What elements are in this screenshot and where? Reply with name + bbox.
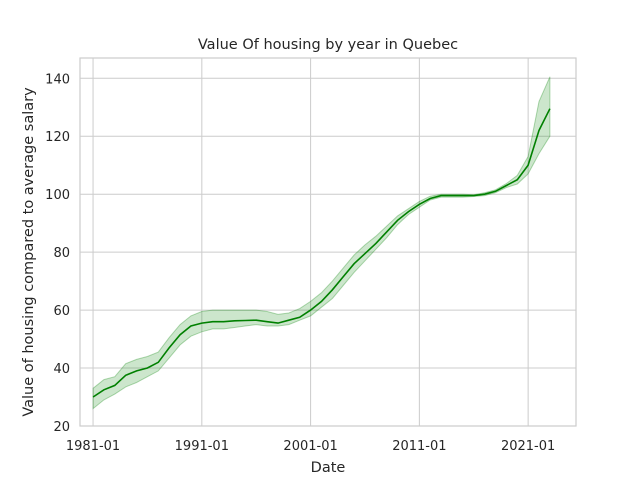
- confidence-band: [92, 76, 551, 410]
- y-axis-label: Value of housing compared to average sal…: [21, 87, 37, 417]
- y-tick-label-3: 80: [53, 246, 70, 261]
- plot-frame: [79, 57, 577, 427]
- x-tick-label-3: 2011-01: [392, 439, 446, 454]
- y-tick-label-5: 120: [45, 130, 70, 145]
- y-tick-label-1: 40: [53, 362, 70, 377]
- x-tick-label-2: 2001-01: [283, 439, 337, 454]
- y-tick-label-6: 140: [45, 72, 70, 87]
- y-tick-label-0: 20: [53, 420, 70, 435]
- x-tick-label-1: 1991-01: [175, 439, 229, 454]
- series-line: [92, 108, 551, 398]
- x-tick-label-4: 2021-01: [501, 439, 555, 454]
- chart-title: Value Of housing by year in Quebec: [198, 37, 458, 53]
- y-tick-label-4: 100: [45, 188, 70, 203]
- x-tick-label-0: 1981-01: [66, 439, 120, 454]
- x-tick-labels: 1981-01 1991-01 2001-01 2011-01 2021-01: [66, 439, 555, 454]
- x-axis-label: Date: [311, 460, 346, 476]
- y-tick-label-2: 60: [53, 304, 70, 319]
- y-tick-labels: 20 40 60 80 100 120 140: [45, 72, 70, 435]
